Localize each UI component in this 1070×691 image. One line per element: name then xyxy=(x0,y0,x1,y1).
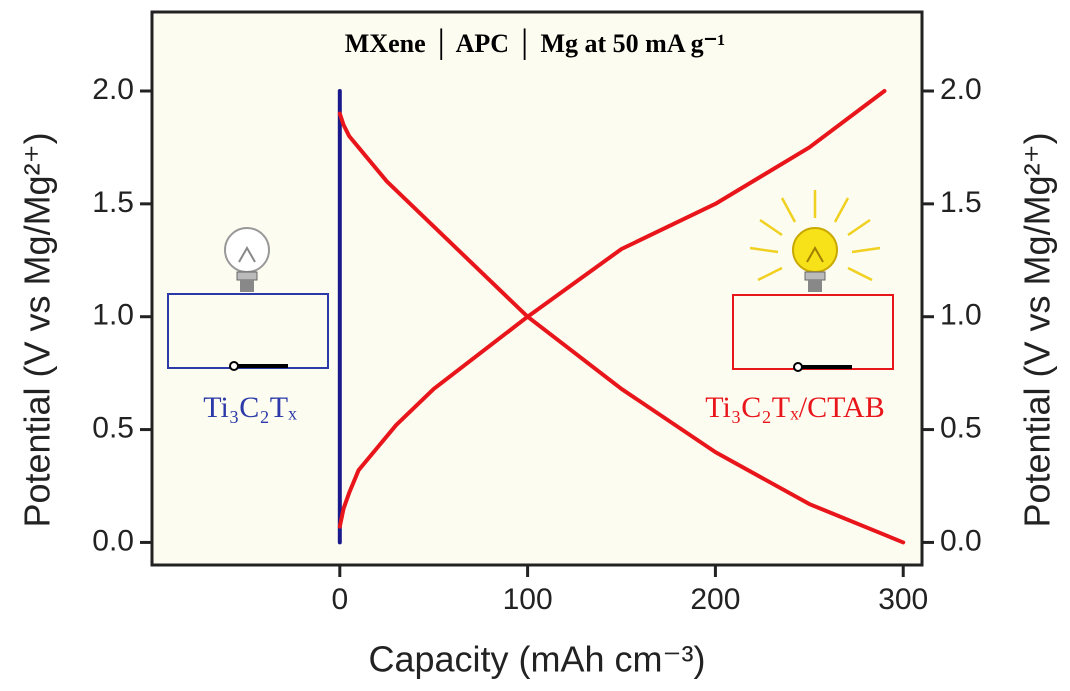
y2-tick-label: 2.0 xyxy=(940,73,982,106)
x-tick-label: 0 xyxy=(331,583,348,616)
chart: MXene │ APC │ Mg at 50 mA g⁻¹ Capacity (… xyxy=(0,0,1070,691)
y-tick-label: 1.0 xyxy=(92,299,134,332)
x-tick-label: 100 xyxy=(503,583,553,616)
x-axis-label: Capacity (mAh cm⁻³) xyxy=(368,639,705,680)
x-tick-label: 200 xyxy=(690,583,740,616)
y-tick-label: 1.5 xyxy=(92,186,134,219)
chart-title: MXene │ APC │ Mg at 50 mA g⁻¹ xyxy=(345,28,725,60)
annotation: Ti₃C₂Tₓ xyxy=(203,391,297,424)
y-axis-label: Potential (V vs Mg/Mg²⁺) xyxy=(17,132,58,527)
plot-area xyxy=(152,12,922,565)
y-tick-label: 0.0 xyxy=(92,524,134,557)
y-tick-label: 0.5 xyxy=(92,411,134,444)
y2-axis-label: Potential (V vs Mg/Mg²⁺) xyxy=(1017,132,1058,527)
y2-tick-label: 1.5 xyxy=(940,186,982,219)
x-tick-label: 300 xyxy=(878,583,928,616)
y2-tick-label: 0.0 xyxy=(940,524,982,557)
annotation: Ti₃C₂Tₓ/CTAB xyxy=(705,391,885,424)
y2-tick-label: 0.5 xyxy=(940,411,982,444)
y-tick-label: 2.0 xyxy=(92,73,134,106)
y2-tick-label: 1.0 xyxy=(940,299,982,332)
